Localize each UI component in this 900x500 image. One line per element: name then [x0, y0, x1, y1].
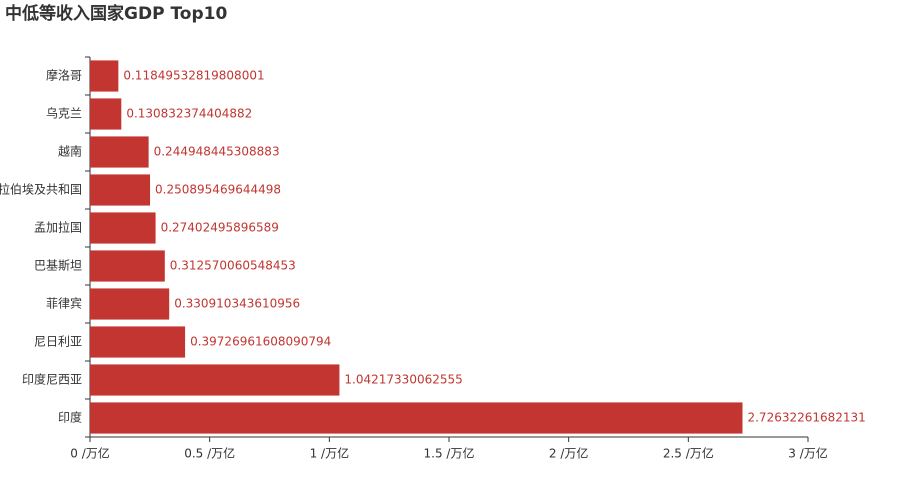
value-label: 2.72632261682131 — [747, 411, 865, 425]
x-tick-label: 2 /万亿 — [549, 446, 589, 461]
bar — [90, 60, 119, 92]
value-label: 1.04217330062555 — [344, 373, 462, 387]
value-label: 0.250895469644498 — [155, 183, 281, 197]
y-tick-label: 越南 — [58, 144, 82, 159]
y-tick-label: 阿拉伯埃及共和国 — [0, 182, 82, 197]
bar — [90, 136, 149, 168]
value-label: 0.130832374404882 — [126, 107, 252, 121]
bar — [90, 212, 156, 244]
y-tick-label: 印度 — [58, 410, 82, 425]
bar — [90, 326, 186, 358]
y-tick-label: 印度尼西亚 — [22, 372, 82, 387]
value-label: 0.244948445308883 — [154, 145, 280, 159]
value-label: 0.11849532819808001 — [123, 69, 264, 83]
bar — [90, 250, 165, 282]
y-tick-label: 菲律宾 — [46, 296, 82, 311]
x-tick-label: 1 /万亿 — [310, 446, 350, 461]
y-tick-label: 摩洛哥 — [46, 68, 82, 83]
bar — [90, 402, 743, 434]
chart-title: 中低等收入国家GDP Top10 — [5, 3, 227, 24]
y-tick-label: 孟加拉国 — [34, 220, 82, 235]
x-tick-label: 3 /万亿 — [788, 446, 828, 461]
x-tick-label: 2.5 /万亿 — [663, 446, 714, 461]
value-label: 0.312570060548453 — [170, 259, 296, 273]
x-tick-label: 0.5 /万亿 — [184, 446, 235, 461]
bar — [90, 174, 151, 206]
y-tick-label: 乌克兰 — [46, 106, 82, 121]
bar — [90, 288, 170, 320]
bar — [90, 98, 122, 130]
bar — [90, 364, 340, 396]
x-tick-label: 0 /万亿 — [70, 446, 110, 461]
value-label: 0.27402495896589 — [161, 221, 279, 235]
x-tick-label: 1.5 /万亿 — [424, 446, 475, 461]
value-label: 0.39726961608090794 — [190, 335, 331, 349]
value-label: 0.330910343610956 — [174, 297, 300, 311]
y-tick-label: 尼日利亚 — [34, 335, 82, 349]
y-tick-label: 巴基斯坦 — [34, 259, 82, 273]
